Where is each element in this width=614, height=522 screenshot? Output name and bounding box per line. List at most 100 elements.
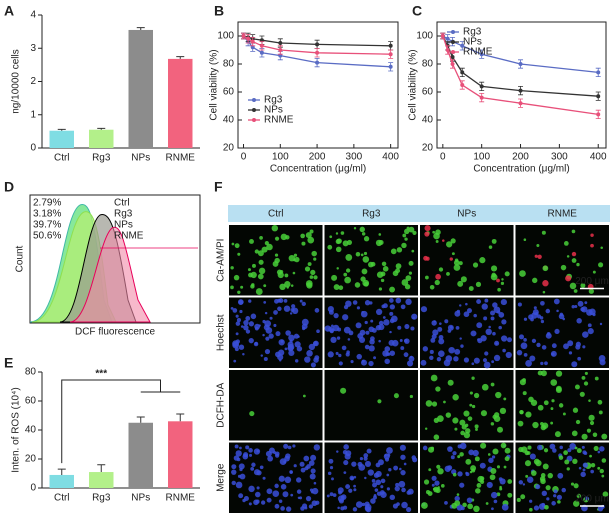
y-tick-label: 80 xyxy=(422,59,434,70)
cell-dot xyxy=(452,451,457,456)
cell-dot xyxy=(294,341,301,348)
cell-dot xyxy=(258,324,261,327)
cell-dot xyxy=(543,400,549,406)
error-bar xyxy=(57,128,66,131)
cell-dot xyxy=(240,285,244,289)
cell-dot xyxy=(340,387,347,394)
cell-dot xyxy=(566,467,570,471)
cell-dot xyxy=(373,495,377,500)
cell-dot xyxy=(542,280,549,287)
cell-dot xyxy=(235,450,242,457)
cell-dot xyxy=(496,465,501,469)
cell-dot xyxy=(571,430,578,437)
cell-dot xyxy=(302,503,308,509)
cell-dot xyxy=(499,485,502,489)
cell-dot xyxy=(490,467,497,474)
cell-dot xyxy=(284,273,289,278)
cell-dot xyxy=(525,359,532,367)
cell-dot xyxy=(588,399,591,402)
cell-dot xyxy=(439,322,442,325)
cell-dot xyxy=(582,331,589,338)
cell-dot xyxy=(296,346,303,352)
cell-dot xyxy=(329,466,334,470)
cell-dot xyxy=(497,426,504,433)
cell-dot xyxy=(568,351,573,355)
cell-dot xyxy=(444,501,448,505)
cell-dot xyxy=(420,359,427,366)
cell-dot xyxy=(235,314,239,318)
cell-dot xyxy=(584,371,588,375)
cell-dot xyxy=(330,336,337,343)
cell-dot xyxy=(537,254,542,259)
cell-dot xyxy=(299,461,305,467)
micrograph xyxy=(229,224,323,296)
y-tick-label: 40 xyxy=(223,115,235,126)
cell-dot xyxy=(542,290,546,294)
error-bar xyxy=(97,464,106,473)
cell-dot xyxy=(264,311,268,315)
cell-dot xyxy=(572,407,579,413)
marker xyxy=(278,48,283,52)
cell-dot xyxy=(300,233,305,239)
cell-dot xyxy=(310,454,317,461)
cell-dot xyxy=(362,256,370,263)
cell-dot xyxy=(329,235,333,239)
cell-dot xyxy=(545,332,552,339)
x-tick-label: 200 xyxy=(309,152,326,163)
header-band xyxy=(228,205,610,222)
cell-dot xyxy=(258,259,264,265)
cell-dot xyxy=(484,351,489,356)
cell-dot xyxy=(575,341,581,347)
cell-dot xyxy=(371,478,376,483)
cell-dot xyxy=(451,252,455,256)
cell-dot xyxy=(537,404,544,411)
legend-label: NPs xyxy=(264,105,283,116)
panel-label: F xyxy=(214,179,223,195)
cell-dot xyxy=(588,414,595,421)
cell-dot xyxy=(392,270,399,277)
cell-dot xyxy=(233,274,240,281)
cell-dot xyxy=(254,491,261,498)
cell-dot xyxy=(408,260,414,266)
cell-dot xyxy=(461,424,467,430)
cell-dot xyxy=(575,419,581,425)
cell-dot xyxy=(301,323,308,330)
cell-dot xyxy=(329,328,334,333)
cell-dot xyxy=(576,262,580,267)
y-tick-label: 60 xyxy=(422,87,434,98)
cell-dot xyxy=(539,476,546,482)
cell-dot xyxy=(350,360,354,364)
cell-dot xyxy=(446,272,450,276)
cell-dot xyxy=(235,481,243,489)
cell-dot xyxy=(435,229,441,236)
cell-dot xyxy=(350,476,354,481)
cell-dot xyxy=(336,267,339,270)
cell-dot xyxy=(463,357,470,363)
cell-dot xyxy=(243,452,249,458)
cell-dot xyxy=(234,243,240,249)
cell-dot xyxy=(369,301,373,305)
cell-dot xyxy=(230,285,234,290)
cell-dot xyxy=(253,469,261,476)
cell-dot xyxy=(400,304,406,310)
cell-dot xyxy=(301,301,306,307)
column-header: RNME xyxy=(548,209,578,220)
cell-dot xyxy=(454,495,460,502)
cell-dot xyxy=(263,284,267,288)
legend-label: Rg3 xyxy=(463,27,482,38)
cell-dot xyxy=(490,382,495,387)
cell-dot xyxy=(500,298,507,306)
cell-dot xyxy=(284,281,291,288)
cell-dot xyxy=(438,338,445,345)
cell-dot xyxy=(481,383,489,391)
micrograph xyxy=(420,225,514,296)
x-tick-label: RNME xyxy=(166,493,196,504)
marker xyxy=(445,48,450,52)
cell-dot xyxy=(248,448,253,453)
cell-dot xyxy=(235,321,241,326)
cell-dot xyxy=(368,261,374,268)
cell-dot xyxy=(432,230,436,234)
cell-dot xyxy=(381,261,387,267)
cell-dot xyxy=(343,272,348,277)
bar xyxy=(89,472,114,488)
